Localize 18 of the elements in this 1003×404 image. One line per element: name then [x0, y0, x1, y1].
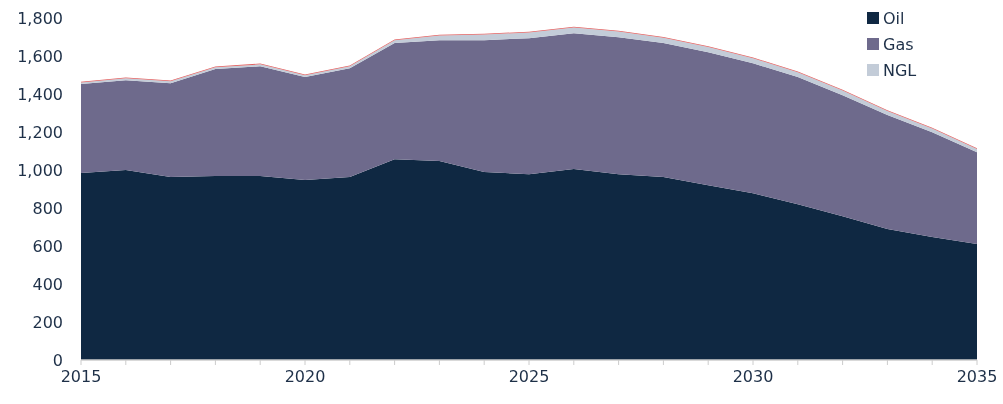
y-tick-label: 1,800 [17, 8, 63, 28]
y-tick-label: 1,600 [17, 46, 63, 66]
legend-label: Oil [883, 8, 905, 28]
x-tick-label: 2030 [732, 367, 774, 386]
y-tick-label: 200 [32, 312, 63, 332]
y-tick-label: 600 [32, 236, 63, 256]
y-tick-label: 1,000 [17, 160, 63, 180]
y-tick-label: 1,200 [17, 122, 63, 142]
x-tick-label: 2025 [508, 367, 550, 386]
x-tick-label: 2015 [60, 367, 102, 386]
y-tick-label: 800 [32, 198, 63, 218]
y-tick-label: 1,400 [17, 84, 63, 104]
legend-label: Gas [883, 34, 914, 54]
y-tick-label: 0 [52, 350, 63, 370]
x-tick-label: 2020 [284, 367, 326, 386]
legend-label: NGL [883, 60, 917, 80]
x-tick-label: 2035 [956, 367, 998, 386]
y-tick-label: 400 [32, 274, 63, 294]
